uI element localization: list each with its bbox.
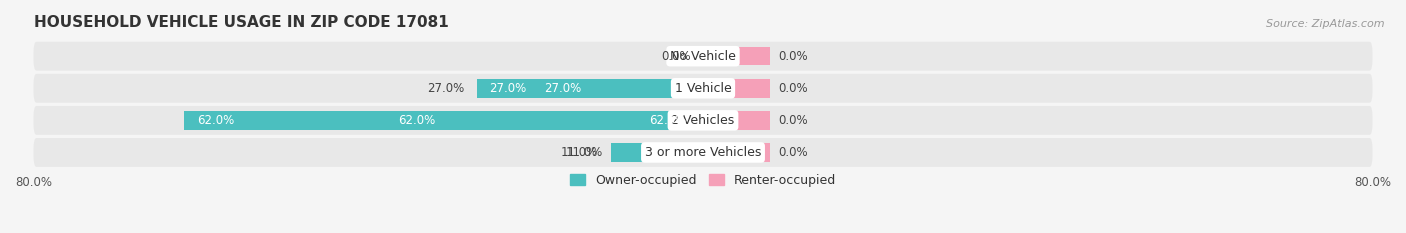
Bar xyxy=(612,143,703,162)
Text: 0.0%: 0.0% xyxy=(661,50,690,63)
Text: 27.0%: 27.0% xyxy=(544,82,582,95)
Text: 11.0%: 11.0% xyxy=(561,146,599,159)
Text: 62.0%: 62.0% xyxy=(398,114,436,127)
Bar xyxy=(703,47,770,65)
Text: 11.0%: 11.0% xyxy=(565,146,603,159)
Text: 0.0%: 0.0% xyxy=(665,50,695,63)
Legend: Owner-occupied, Renter-occupied: Owner-occupied, Renter-occupied xyxy=(565,169,841,192)
Bar xyxy=(477,79,703,98)
FancyBboxPatch shape xyxy=(34,42,1372,71)
FancyBboxPatch shape xyxy=(34,106,1372,135)
Text: 3 or more Vehicles: 3 or more Vehicles xyxy=(645,146,761,159)
Text: 0.0%: 0.0% xyxy=(779,82,808,95)
Text: HOUSEHOLD VEHICLE USAGE IN ZIP CODE 17081: HOUSEHOLD VEHICLE USAGE IN ZIP CODE 1708… xyxy=(34,15,449,30)
Bar xyxy=(703,143,770,162)
Text: 62.0%: 62.0% xyxy=(197,114,233,127)
Text: 0.0%: 0.0% xyxy=(779,114,808,127)
Text: 27.0%: 27.0% xyxy=(489,82,527,95)
Text: 0.0%: 0.0% xyxy=(779,50,808,63)
Text: 2 Vehicles: 2 Vehicles xyxy=(672,114,734,127)
Bar xyxy=(703,79,770,98)
Text: 0.0%: 0.0% xyxy=(779,146,808,159)
Text: Source: ZipAtlas.com: Source: ZipAtlas.com xyxy=(1267,19,1385,29)
FancyBboxPatch shape xyxy=(34,138,1372,167)
FancyBboxPatch shape xyxy=(34,74,1372,103)
Bar xyxy=(184,111,703,130)
Text: 27.0%: 27.0% xyxy=(427,82,464,95)
Text: 62.0%: 62.0% xyxy=(650,114,686,127)
Bar xyxy=(703,111,770,130)
Text: No Vehicle: No Vehicle xyxy=(671,50,735,63)
Text: 1 Vehicle: 1 Vehicle xyxy=(675,82,731,95)
